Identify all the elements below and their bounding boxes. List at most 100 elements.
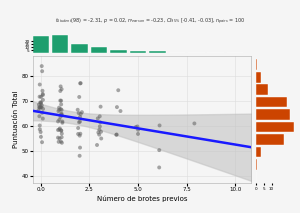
Point: [38, 135, 43, 138]
Point: [38, 105, 43, 109]
Point: [97, 115, 102, 118]
X-axis label: Número de brotes previos: Número de brotes previos: [97, 195, 187, 202]
Point: [57, 108, 62, 111]
Bar: [256, 72, 261, 83]
Point: [97, 128, 102, 131]
Point: [59, 132, 64, 135]
Point: [192, 122, 197, 125]
Point: [59, 112, 64, 116]
Point: [58, 85, 63, 88]
Point: [116, 89, 121, 92]
Bar: [256, 134, 284, 145]
Point: [58, 115, 63, 118]
Point: [114, 133, 119, 137]
Point: [136, 128, 140, 131]
Point: [39, 95, 44, 98]
Bar: [256, 159, 257, 170]
Point: [40, 69, 45, 73]
Point: [78, 82, 82, 85]
Point: [58, 99, 63, 102]
Point: [58, 107, 63, 111]
Point: [39, 101, 44, 104]
Point: [98, 125, 102, 128]
Point: [76, 126, 81, 130]
Point: [77, 134, 82, 137]
Point: [78, 120, 82, 123]
Point: [78, 112, 83, 116]
Point: [40, 92, 45, 96]
Point: [38, 106, 43, 109]
Point: [94, 143, 99, 147]
Point: [57, 128, 62, 131]
Point: [118, 109, 123, 113]
Point: [97, 133, 102, 136]
Bar: [256, 109, 290, 120]
Point: [37, 124, 42, 127]
Point: [75, 108, 80, 111]
Bar: [256, 122, 294, 132]
Point: [59, 88, 64, 91]
Point: [60, 121, 65, 124]
Point: [40, 111, 45, 115]
Point: [76, 132, 80, 136]
Point: [38, 83, 42, 86]
Point: [56, 109, 61, 113]
Point: [78, 146, 82, 149]
Bar: [91, 47, 107, 53]
Point: [59, 99, 64, 102]
Point: [37, 115, 42, 118]
Point: [59, 141, 64, 144]
Point: [95, 117, 100, 120]
Point: [157, 124, 162, 127]
Point: [40, 141, 44, 144]
Point: [38, 106, 42, 109]
Point: [78, 115, 82, 119]
Point: [37, 106, 41, 109]
Point: [59, 135, 64, 139]
Point: [78, 81, 83, 85]
Point: [58, 140, 63, 143]
Point: [77, 154, 82, 157]
Point: [60, 120, 65, 123]
Bar: [110, 50, 127, 53]
Point: [96, 131, 101, 134]
Point: [136, 132, 140, 136]
Text: $t_{Student}$(98) = -2.31, $p$ = 0.02, $r_{Pearson}$ = -0.23, $CI_{95\%}$ [-0.41: $t_{Student}$(98) = -2.31, $p$ = 0.02, $…: [55, 16, 245, 27]
Point: [38, 128, 42, 131]
Point: [98, 121, 103, 124]
Point: [78, 132, 83, 135]
Point: [36, 109, 41, 112]
Bar: [32, 36, 49, 53]
Bar: [256, 84, 268, 95]
Point: [38, 130, 43, 134]
Point: [39, 64, 44, 68]
Point: [59, 112, 64, 115]
Point: [40, 89, 45, 92]
Point: [58, 89, 63, 93]
Point: [39, 104, 44, 107]
Point: [56, 140, 61, 144]
Bar: [71, 44, 88, 53]
Point: [39, 106, 44, 109]
Point: [38, 101, 43, 104]
Bar: [52, 35, 68, 53]
Point: [114, 133, 119, 136]
Point: [157, 166, 162, 169]
Y-axis label: Puntuación Total: Puntuación Total: [13, 91, 19, 148]
Point: [115, 105, 119, 109]
Bar: [149, 51, 166, 53]
Bar: [256, 147, 261, 157]
Point: [99, 130, 103, 134]
Point: [59, 108, 64, 112]
Point: [59, 129, 64, 132]
Point: [157, 148, 162, 152]
Point: [37, 95, 42, 98]
Point: [59, 114, 64, 117]
Point: [99, 137, 103, 140]
Point: [40, 98, 45, 102]
Point: [41, 107, 46, 111]
Bar: [130, 51, 146, 53]
Point: [134, 125, 138, 129]
Point: [56, 136, 60, 139]
Point: [39, 102, 44, 105]
